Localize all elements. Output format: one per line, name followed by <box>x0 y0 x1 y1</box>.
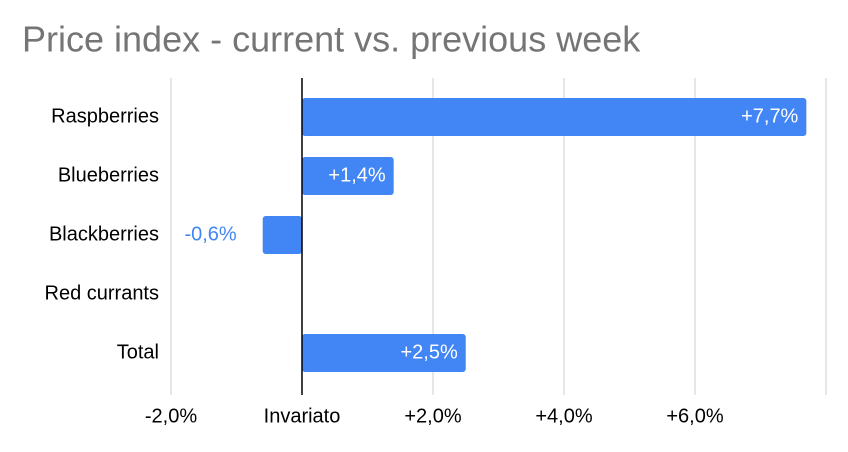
x-tick-label: +2,0% <box>404 405 461 427</box>
value-label: +7,7% <box>741 105 798 127</box>
bar <box>302 157 394 195</box>
y-tick-label: Raspberries <box>51 105 159 127</box>
y-tick-label: Blackberries <box>49 223 159 245</box>
x-tick-label: +4,0% <box>535 405 592 427</box>
x-tick-label: -2,0% <box>145 405 197 427</box>
chart-title: Price index - current vs. previous week <box>22 19 641 60</box>
y-tick-label: Blueberries <box>58 164 159 186</box>
bar <box>302 334 466 372</box>
x-tick-label: +6,0% <box>666 405 723 427</box>
value-label: +2,5% <box>400 341 457 363</box>
y-tick-label: Total <box>117 341 159 363</box>
x-tick-label: Invariato <box>264 405 341 427</box>
bar <box>262 216 302 254</box>
value-label: -0,6% <box>184 223 236 245</box>
y-tick-label: Red currants <box>45 282 160 304</box>
value-label: +1,4% <box>328 164 385 186</box>
bar <box>302 98 807 136</box>
